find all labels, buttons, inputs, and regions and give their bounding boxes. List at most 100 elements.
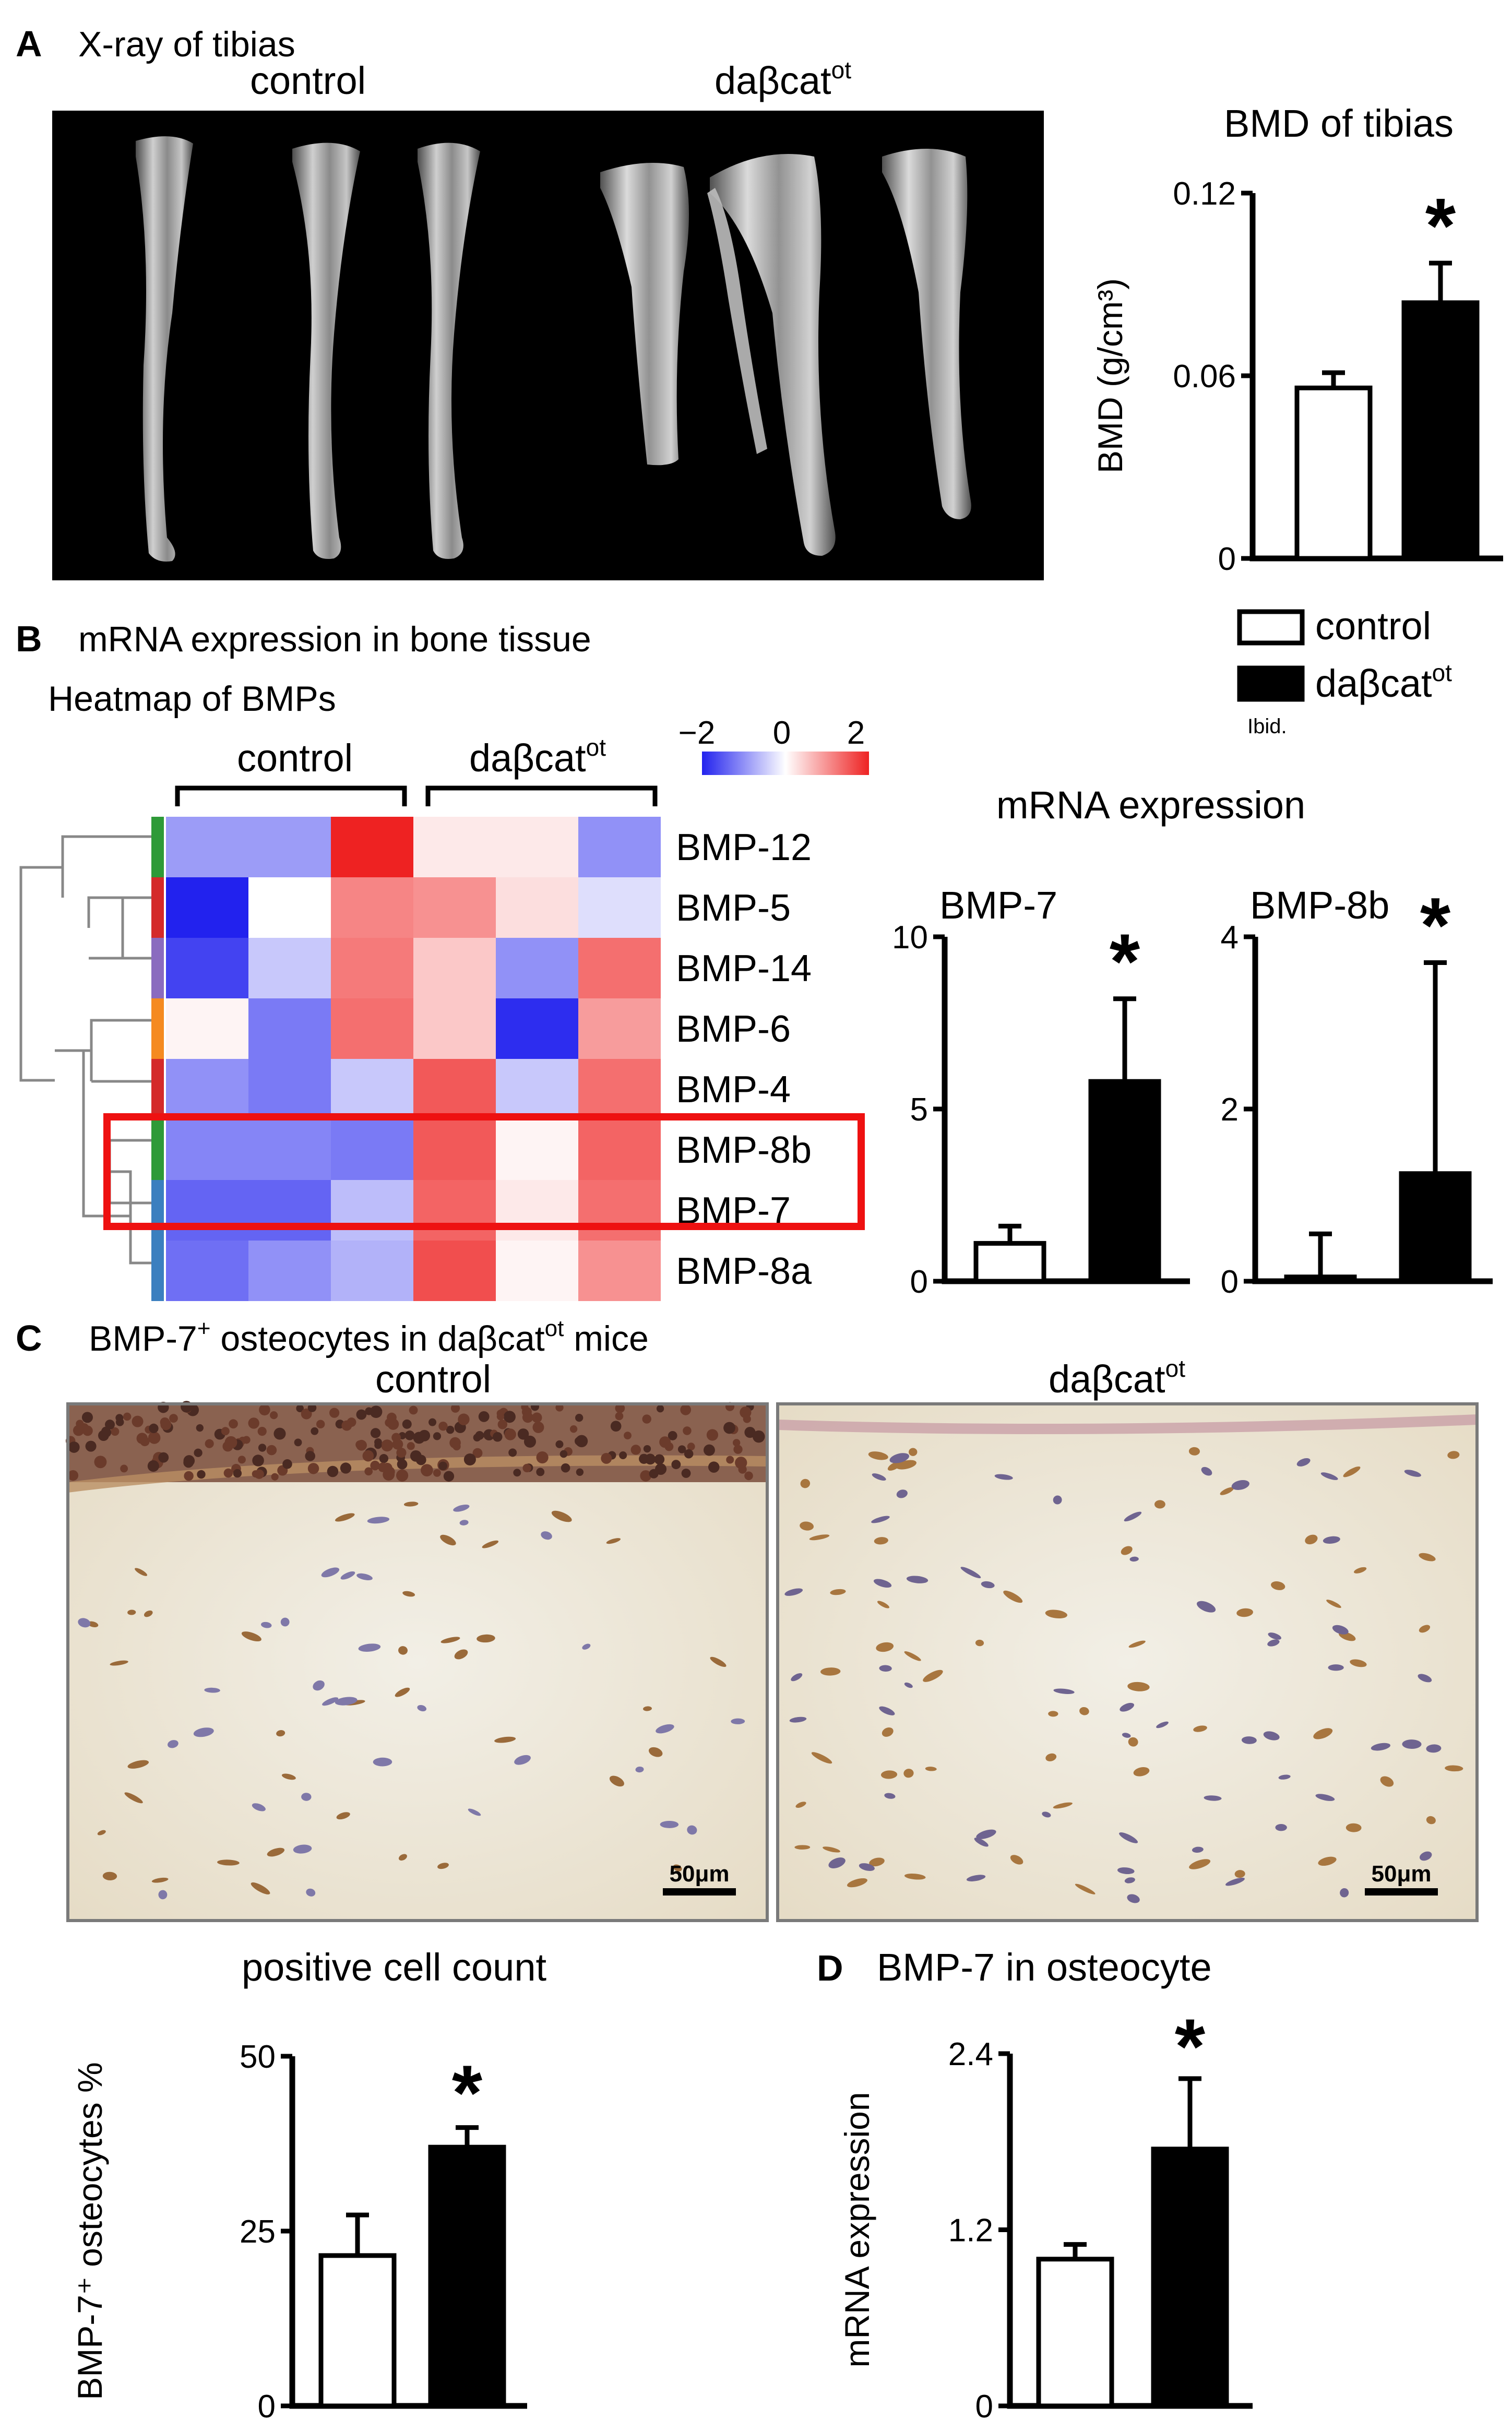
marrow-cell [81,1412,93,1423]
osteocyte [204,1687,220,1693]
y-tick-label: 0.12 [1173,176,1236,212]
panel-c-title: BMP-7+ osteocytes in daβcatot mice [89,1316,649,1358]
marrow-cell [555,1403,564,1412]
marrow-cell [397,1459,408,1470]
heatmap-cell [496,938,578,998]
osteocyte [335,1697,358,1706]
marrow-cell [259,1404,270,1416]
y-tick-label: 10 [892,920,928,956]
significance-star: * [1110,917,1140,1005]
marrow-cell [744,1426,756,1438]
osteocyte [1267,1639,1280,1647]
marrow-cell [630,1445,641,1455]
heatmap-cell [331,1119,413,1180]
marrow-cell [282,1459,292,1469]
marrow-cell [428,1418,437,1426]
marrow-cell [169,1414,178,1423]
y-tick-label: 5 [910,1092,928,1128]
marrow-cell [421,1464,433,1476]
panel-a-title: X-ray of tibias [78,25,295,64]
heatmap-cell [166,1119,248,1180]
osteocyte [1426,1816,1436,1825]
heatmap-cell [496,1059,578,1119]
osteocyte [482,1540,499,1548]
marrow-cell [364,1467,373,1476]
osteocyte [994,1474,1013,1480]
marrow-cell [184,1471,194,1481]
marrow-cell [68,1441,80,1453]
heatmap-cell [413,1059,496,1119]
osteocyte [1225,1877,1245,1886]
osteocyte [828,1857,846,1868]
significance-star: * [452,2049,483,2137]
osteocyte [1053,1688,1075,1694]
panel-a-letter: A [16,23,42,64]
marrow-cell [496,1413,505,1421]
marrow-cell [681,1469,691,1478]
marrow-cell [732,1439,741,1447]
osteocyte [795,1802,806,1808]
osteocyte [127,1760,149,1769]
marrow-cell [224,1436,237,1449]
scale-tick-max: 2 [847,715,865,751]
significance-star: * [1425,182,1456,269]
marrow-cell [531,1412,542,1423]
legend-note: Ibid. [1247,715,1287,738]
osteocyte [1119,1832,1138,1843]
osteocyte [884,1793,896,1799]
bar-control [318,2253,397,2409]
osteocyte [1053,1802,1073,1809]
heatmap-cell [248,877,331,938]
marrow-cell [147,1460,159,1472]
osteocyte [1220,1487,1234,1495]
marrow-cell [738,1465,747,1474]
osteocyte [313,1680,325,1691]
osteocyte [1419,1851,1432,1861]
osteocyte [876,1642,894,1652]
osteocyte [276,1730,285,1737]
marrow-cell [601,1452,612,1464]
marrow-cell [706,1429,719,1441]
photo-control-label: control [375,1357,491,1401]
marrow-cell [687,1443,695,1451]
osteocyte [440,1637,460,1643]
heatmap-cell [166,1180,248,1241]
osteocyte [135,1568,148,1576]
marrow-cell [301,1408,312,1420]
osteocyte [335,1513,355,1522]
heatmap-cell [496,1241,578,1301]
marrow-cell [370,1428,381,1438]
marrow-cell [233,1469,242,1478]
marrow-cell [396,1447,407,1458]
scale-bar-label-treated: 50μm [1372,1861,1432,1887]
marrow-cell [271,1473,279,1481]
heatmap-cell [496,877,578,938]
osteocyte [1343,1466,1361,1477]
osteocyte [356,1573,373,1580]
marrow-cell [433,1432,442,1440]
marrow-cell [654,1454,665,1465]
marrow-cell [221,1427,230,1436]
osteocyte [494,1736,516,1743]
marrow-cell [341,1420,352,1431]
marrow-cell [384,1467,395,1477]
heatmap-cell [496,1180,578,1241]
row-group-swatch [151,938,164,998]
osteocyte-dots-treated [784,1447,1463,1903]
marrow-cell [148,1432,161,1444]
photo-treated-label: daβcatot [1049,1355,1185,1401]
heatmap [166,817,661,1301]
marrow-cell [473,1434,481,1441]
marrow-cell [615,1412,624,1421]
row-group-colors [151,817,164,1301]
osteocyte [1124,1877,1135,1883]
osteocyte [873,1579,892,1588]
marrow-cell [385,1418,394,1427]
heatmap-cell [331,877,413,938]
marrow-cell [523,1435,536,1448]
osteocyte [403,1501,419,1507]
bar-control [1284,1274,1357,1284]
marrow-cell [472,1448,483,1458]
marrow-cell [522,1412,533,1423]
osteocyte [468,1808,481,1816]
